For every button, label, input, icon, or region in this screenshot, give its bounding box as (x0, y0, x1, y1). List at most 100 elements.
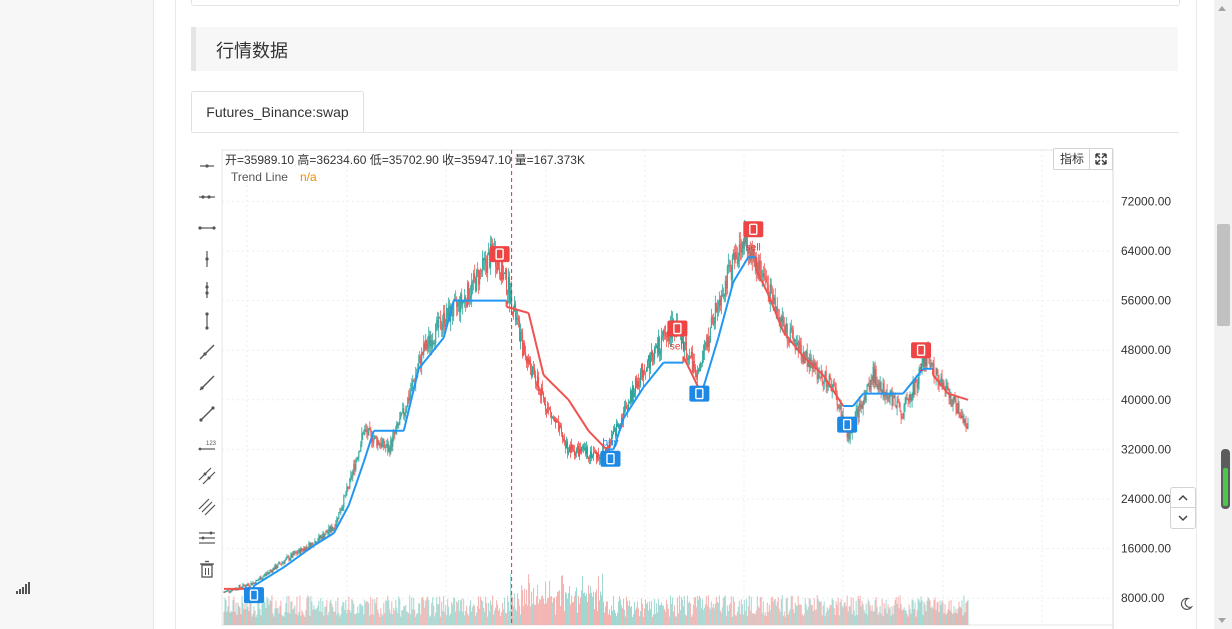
candle-body (375, 435, 377, 438)
volume-bar (339, 616, 341, 625)
vertical-ray-icon[interactable] (197, 280, 217, 300)
candle-body (349, 478, 351, 488)
candle-body (547, 407, 549, 414)
candle-body (637, 381, 639, 387)
dot-line-icon[interactable] (197, 187, 217, 207)
volume-bar (253, 606, 255, 625)
candle-body (916, 382, 918, 389)
candle-body (691, 351, 693, 372)
candle-body (593, 452, 595, 456)
candle-body (961, 415, 963, 418)
candle-body (427, 344, 429, 349)
scroll-up-button[interactable] (1170, 487, 1196, 509)
candle-body (793, 339, 795, 342)
tab-futures-binance-swap[interactable]: Futures_Binance:swap (191, 91, 364, 132)
volume-bar (567, 598, 569, 625)
candle-body (292, 552, 294, 558)
volume-bar (898, 608, 900, 625)
volume-bar (853, 610, 855, 625)
candle-body (643, 370, 645, 372)
volume-bar (363, 614, 365, 625)
candle-body (524, 342, 526, 353)
sell-signal-marker[interactable] (667, 320, 688, 337)
volume-bar (533, 588, 535, 625)
volume-bar (398, 596, 400, 625)
buy-signal-marker[interactable] (689, 385, 710, 402)
candle-body (532, 367, 534, 377)
sell-signal-marker[interactable] (743, 221, 764, 238)
volume-bar (543, 598, 545, 625)
ray-icon[interactable] (197, 373, 217, 393)
volume-bar (413, 597, 415, 625)
volume-bar (258, 596, 260, 625)
horizontal-line-icon[interactable] (197, 218, 217, 238)
buy-signal-marker[interactable] (243, 587, 264, 604)
volume-bar (738, 600, 740, 625)
cross-icon[interactable] (197, 156, 217, 176)
channel-icon[interactable] (197, 497, 217, 517)
volume-bar (743, 599, 745, 625)
volume-bar (263, 597, 265, 625)
volume-bar (490, 600, 492, 625)
volume-bar (686, 595, 688, 625)
candle-body (456, 299, 458, 307)
candle-body (712, 317, 714, 324)
volume-bar (314, 609, 316, 625)
moon-icon[interactable] (1179, 597, 1193, 611)
trend-line-segment (717, 281, 735, 339)
volume-bar (705, 596, 707, 625)
trend-line-icon[interactable] (197, 342, 217, 362)
vertical-segment-icon[interactable] (197, 311, 217, 331)
candle-body (773, 297, 775, 304)
page-scroll-up-arrow[interactable] (1218, 6, 1226, 11)
volume-bar (762, 601, 764, 625)
page-scroll-thumb[interactable] (1217, 224, 1230, 326)
volume-bar (279, 605, 281, 625)
trash-icon[interactable] (197, 559, 217, 579)
candle-body (719, 298, 721, 306)
volume-bar (369, 615, 371, 625)
candle-body (540, 389, 542, 396)
sell-signal-marker[interactable] (489, 246, 510, 263)
volume-bar (322, 600, 324, 625)
volume-bar (609, 615, 611, 625)
buy-signal-marker[interactable] (837, 416, 858, 433)
vertical-line-icon[interactable] (197, 249, 217, 269)
volume-bar (540, 599, 542, 625)
buy-signal-marker[interactable] (600, 450, 621, 467)
price-label-icon[interactable]: 123 (197, 435, 217, 455)
volume-bar (805, 604, 807, 625)
volume-bar (909, 609, 911, 625)
volume-bar (578, 595, 580, 625)
candle-body (564, 438, 566, 442)
volume-bar (913, 608, 915, 625)
segment-icon[interactable] (197, 404, 217, 424)
sell-signal-marker[interactable] (911, 342, 932, 359)
candle-body (402, 407, 404, 413)
volume-bar (604, 606, 606, 625)
volume-bar (678, 595, 680, 625)
volume-bar (612, 595, 614, 625)
page-scroll-down-arrow[interactable] (1218, 618, 1226, 623)
candle-body (718, 298, 720, 307)
volume-bar (916, 610, 918, 625)
volume-bar (880, 613, 882, 625)
candle-body (962, 415, 964, 424)
volume-bar (850, 597, 852, 625)
candle-body (428, 335, 430, 345)
volume-bar (594, 609, 596, 625)
parallel-lines-icon[interactable] (197, 466, 217, 486)
indicator-button[interactable]: 指标 (1053, 148, 1091, 170)
expand-button[interactable] (1089, 148, 1113, 170)
candle-body (957, 403, 959, 414)
volume-bar (394, 610, 396, 625)
candle-body (741, 242, 743, 253)
volume-bar (303, 614, 305, 625)
candle-body (355, 460, 357, 470)
candle-body (949, 393, 951, 398)
fib-icon[interactable] (197, 528, 217, 548)
scroll-down-button[interactable] (1170, 507, 1196, 529)
candle-body (663, 331, 665, 334)
volume-bar (256, 614, 258, 625)
